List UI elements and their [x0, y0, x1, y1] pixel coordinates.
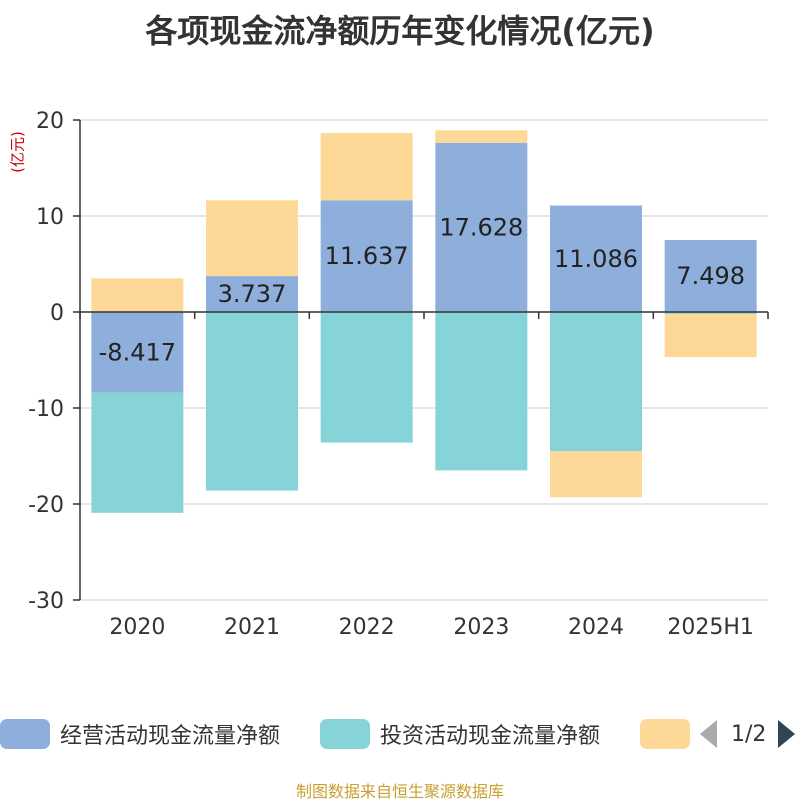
next-page-icon[interactable] — [778, 720, 796, 748]
bar-financing — [550, 451, 642, 498]
bar-investing — [435, 312, 528, 471]
data-label: 11.086 — [554, 245, 638, 273]
bar-operating — [550, 205, 642, 312]
bar-operating — [206, 276, 298, 312]
data-label: 17.628 — [439, 213, 523, 241]
bar-financing — [206, 200, 298, 277]
legend-pager: 1/2 — [700, 714, 796, 754]
bar-financing — [320, 133, 413, 201]
legend-item-financing[interactable] — [640, 714, 700, 754]
x-tick-label: 2022 — [339, 615, 395, 640]
chart-title: 各项现金流净额历年变化情况(亿元) — [145, 12, 655, 50]
x-tick-label: 2020 — [109, 615, 165, 640]
y-tick-label: -10 — [28, 397, 64, 422]
bar-operating — [91, 312, 184, 393]
bar-investing — [550, 312, 642, 452]
y-tick-label: 20 — [36, 109, 64, 134]
x-tick-label: 2025H1 — [667, 615, 754, 640]
bar-operating — [435, 142, 528, 312]
bar-investing — [91, 392, 184, 513]
legend-swatch-operating — [0, 719, 50, 749]
bar-financing — [664, 313, 757, 358]
y-tick-label: 0 — [50, 301, 64, 326]
bar-financing — [91, 278, 184, 312]
y-tick-label: -20 — [28, 493, 64, 518]
legend-label-operating: 经营活动现金流量净额 — [60, 724, 281, 749]
data-label: 11.637 — [325, 242, 409, 270]
data-label: -8.417 — [99, 338, 176, 366]
bar-investing — [206, 312, 298, 491]
legend-swatch-investing — [320, 719, 370, 749]
x-tick-label: 2023 — [453, 615, 509, 640]
bar-chart: 20 10 0 -10 -20 -30 -8.417 3.737 11.637 17.628 11.… — [28, 109, 769, 640]
legend-item-investing[interactable]: 投资活动现金流量净额 — [320, 714, 600, 754]
legend-swatch-financing — [640, 719, 690, 749]
bar-operating — [664, 240, 757, 312]
x-tick-label: 2021 — [224, 615, 280, 640]
y-tick-label: 10 — [36, 205, 64, 230]
bar-investing — [664, 312, 757, 314]
bar-financing — [435, 130, 528, 143]
data-label: 3.737 — [218, 280, 287, 308]
bar-operating — [320, 200, 413, 312]
x-tick-label: 2024 — [568, 615, 624, 640]
data-label: 7.498 — [676, 262, 745, 290]
legend: 经营活动现金流量净额 投资活动现金流量净额 1/2 — [0, 714, 800, 758]
y-tick-label: -30 — [28, 589, 64, 614]
legend-page-indicator: 1/2 — [731, 721, 767, 747]
prev-page-icon[interactable] — [700, 720, 717, 748]
bar-investing — [320, 312, 413, 443]
data-source-note: 制图数据来自恒生聚源数据库 — [295, 782, 504, 801]
legend-label-investing: 投资活动现金流量净额 — [380, 724, 601, 749]
legend-item-operating[interactable]: 经营活动现金流量净额 — [0, 714, 280, 754]
